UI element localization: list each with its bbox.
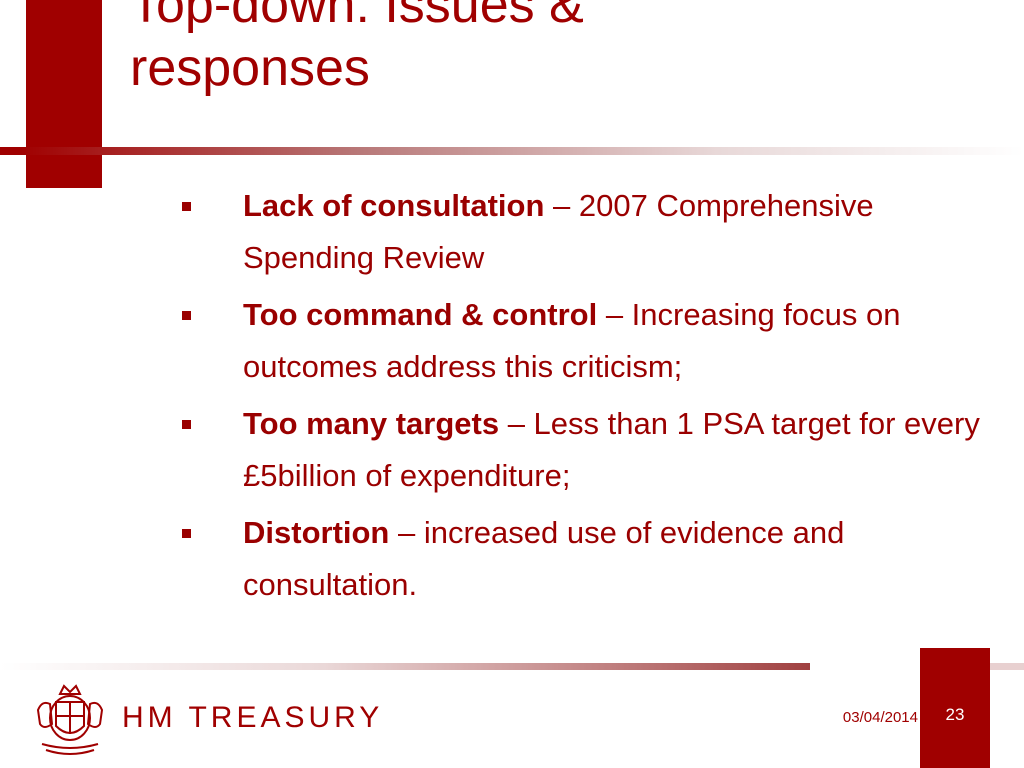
title-divider [0, 147, 1024, 155]
slide-title: Top-down: Issues & responses [130, 0, 584, 97]
bullet-heading: Lack of consultation [243, 188, 545, 223]
brand-wordmark: HM TREASURY [122, 701, 384, 734]
bullet-heading: Too many targets [243, 406, 500, 441]
bullet-text: – 2007 Comprehensive Spending Review [243, 188, 874, 275]
footer-divider-right [990, 663, 1024, 670]
bullet-item: Lack of consultation – 2007 Comprehensiv… [182, 180, 982, 284]
page-number-block [920, 648, 990, 768]
royal-crest-icon [36, 684, 104, 755]
bullet-item: Too many targets – Less than 1 PSA targe… [182, 398, 982, 502]
top-accent-block [26, 0, 102, 188]
bullet-square-icon [182, 202, 191, 211]
bullet-text: – Increasing focus on outcomes address t… [243, 297, 901, 384]
bullet-heading: Distortion [243, 515, 390, 550]
bullet-heading: Too command & control [243, 297, 598, 332]
bullet-item: Too command & control – Increasing focus… [182, 289, 982, 393]
footer-divider [0, 663, 810, 670]
bullet-square-icon [182, 420, 191, 429]
bullet-text: – increased use of evidence and consulta… [243, 515, 845, 602]
bullet-square-icon [182, 529, 191, 538]
page-number: 23 [945, 705, 965, 724]
slide-date: 03/04/2014 [842, 709, 918, 726]
bullet-list: Lack of consultation – 2007 Comprehensiv… [182, 180, 982, 616]
bullet-item: Distortion – increased use of evidence a… [182, 507, 982, 611]
bullet-square-icon [182, 311, 191, 320]
bullet-text: – Less than 1 PSA target for every £5bil… [243, 406, 980, 493]
